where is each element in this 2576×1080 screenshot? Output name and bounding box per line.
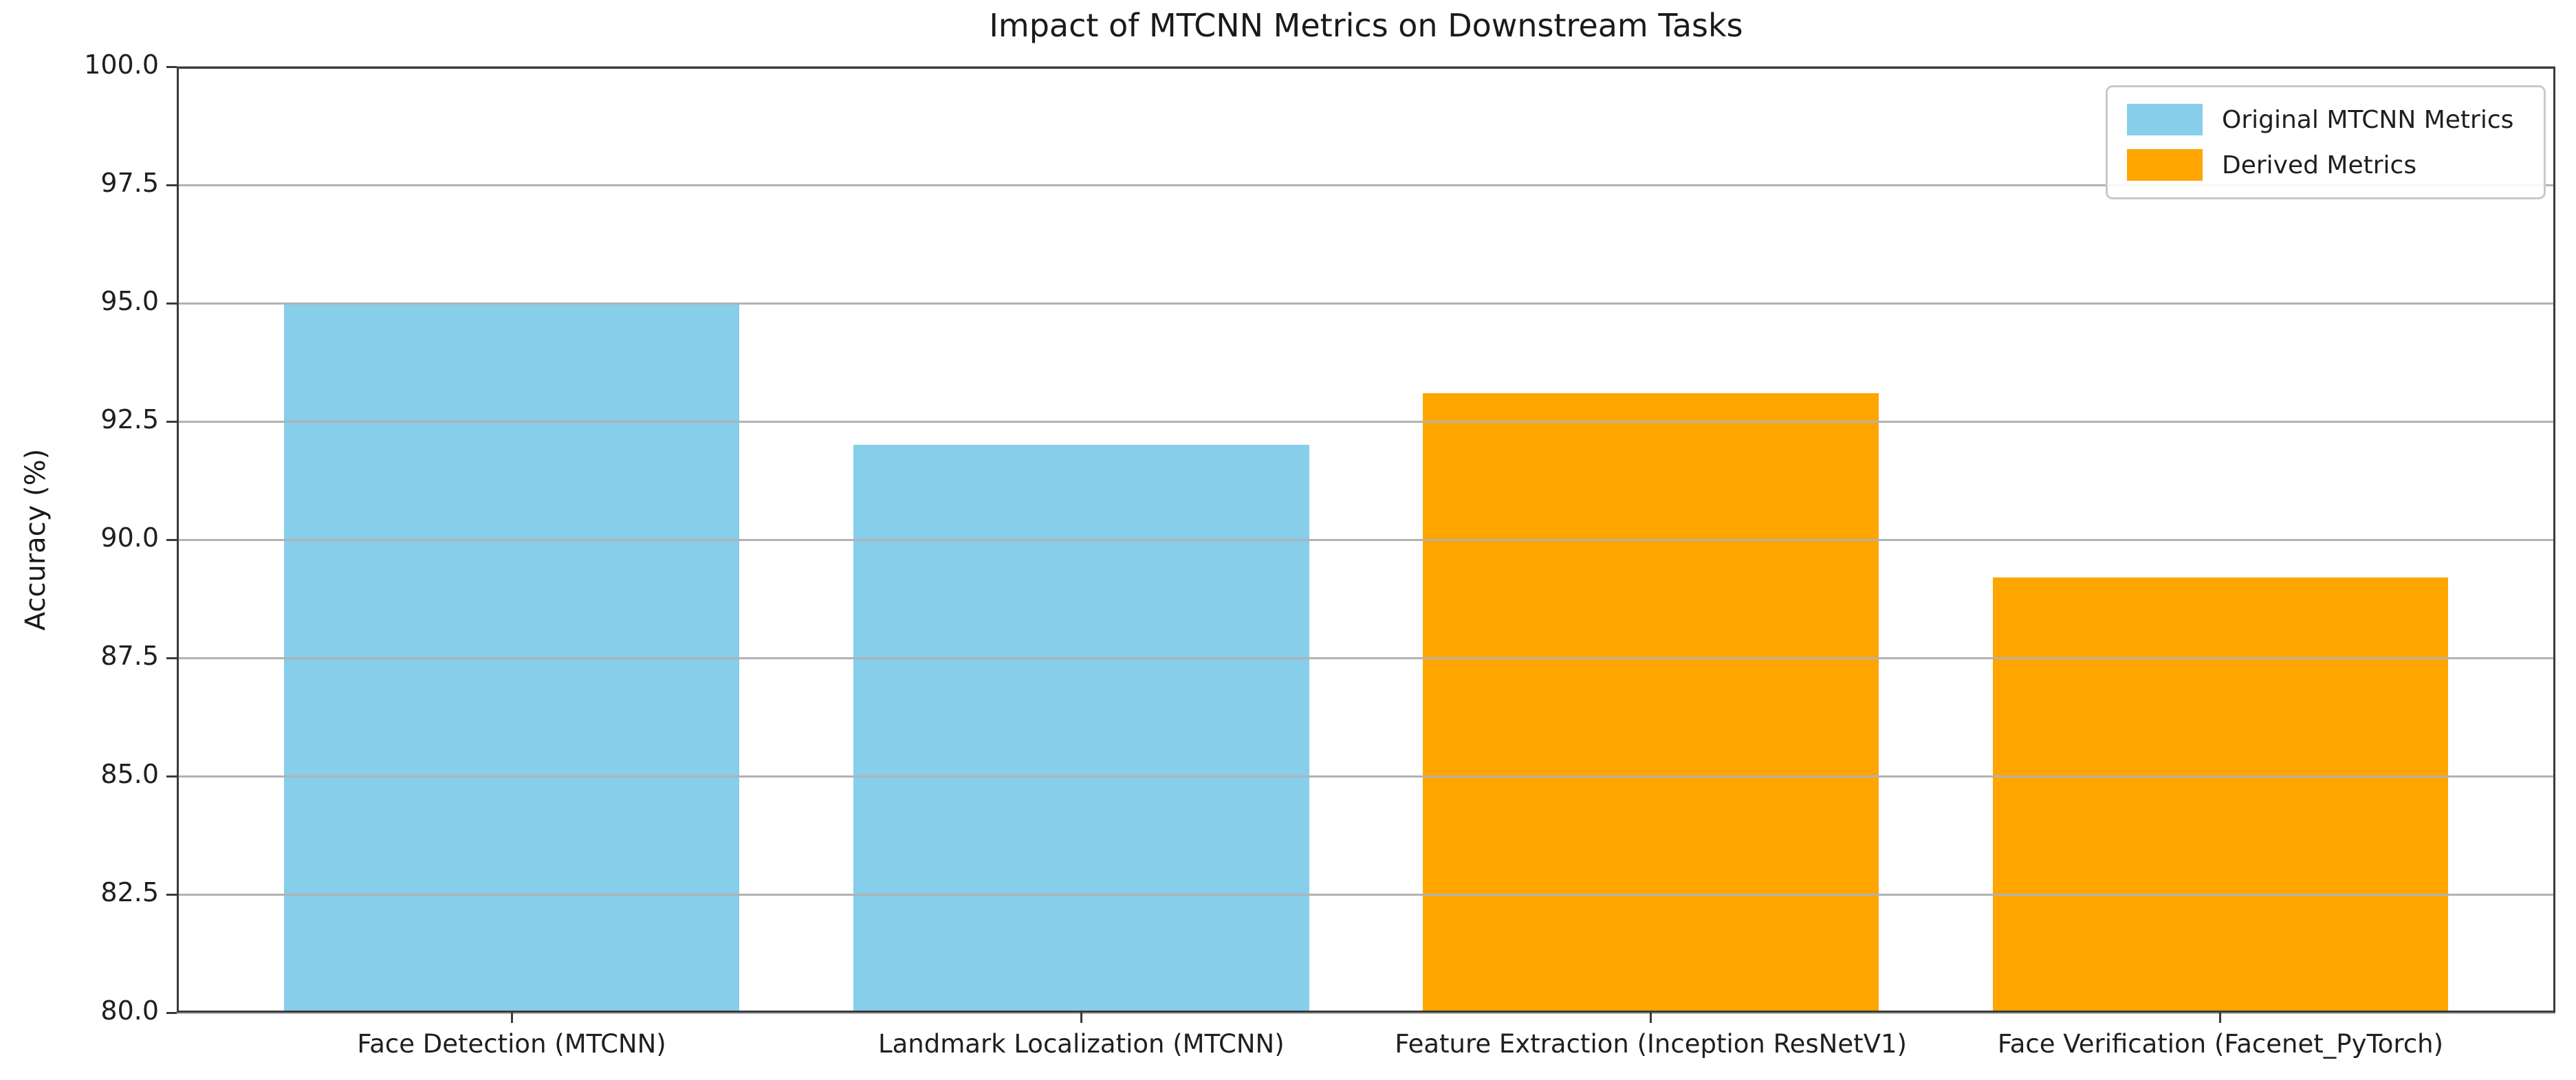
x-tick-label: Face Detection (MTCNN) (357, 1029, 666, 1059)
y-tick-mark (166, 302, 177, 305)
y-gridline (177, 65, 2555, 68)
y-gridline (177, 893, 2555, 896)
y-tick-mark (166, 420, 177, 423)
legend-item-derived-metrics: Derived Metrics (2127, 149, 2524, 181)
y-tick-mark (166, 1011, 177, 1014)
x-tick-mark (510, 1013, 513, 1023)
bar-landmark-localization-mtcnn (853, 445, 1309, 1013)
y-gridline (177, 184, 2555, 186)
y-gridline (177, 775, 2555, 778)
y-gridline (177, 538, 2555, 541)
y-tick-label: 87.5 (100, 641, 159, 671)
y-tick-mark (166, 775, 177, 778)
y-tick-label: 95.0 (100, 286, 159, 316)
y-tick-label: 100.0 (84, 49, 159, 80)
y-tick-label: 85.0 (100, 759, 159, 789)
x-tick-mark (1650, 1013, 1652, 1023)
y-tick-label: 90.0 (100, 522, 159, 553)
y-tick-label: 97.5 (100, 168, 159, 198)
x-tick-label: Face Verification (Facenet_PyTorch) (1997, 1029, 2444, 1059)
legend-label-original-mtcnn-metrics: Original MTCNN Metrics (2222, 105, 2514, 134)
legend-label-derived-metrics: Derived Metrics (2222, 151, 2417, 179)
y-tick-mark (166, 184, 177, 186)
x-tick-mark (1080, 1013, 1082, 1023)
y-tick-mark (166, 65, 177, 68)
y-tick-label: 80.0 (100, 995, 159, 1026)
y-tick-mark (166, 893, 177, 896)
y-tick-mark (166, 538, 177, 541)
chart-title: Impact of MTCNN Metrics on Downstream Ta… (989, 7, 1743, 44)
legend: Original MTCNN Metrics Derived Metrics (2106, 85, 2546, 199)
legend-item-original-mtcnn-metrics: Original MTCNN Metrics (2127, 104, 2524, 135)
legend-swatch-original-mtcnn-metrics (2127, 104, 2203, 135)
y-tick-mark (166, 657, 177, 659)
bar-feature-extraction-inception-resnetv1 (1423, 393, 1879, 1013)
legend-swatch-derived-metrics (2127, 149, 2203, 181)
x-tick-mark (2219, 1013, 2222, 1023)
y-tick-label: 82.5 (100, 877, 159, 907)
y-gridline (177, 1011, 2555, 1014)
y-gridline (177, 420, 2555, 423)
x-tick-label: Landmark Localization (MTCNN) (878, 1029, 1285, 1059)
y-tick-label: 92.5 (100, 404, 159, 434)
y-gridline (177, 657, 2555, 659)
x-tick-label: Feature Extraction (Inception ResNetV1) (1395, 1029, 1907, 1059)
bar-face-verification-facenet-pytorch (1992, 577, 2449, 1013)
y-gridline (177, 302, 2555, 305)
